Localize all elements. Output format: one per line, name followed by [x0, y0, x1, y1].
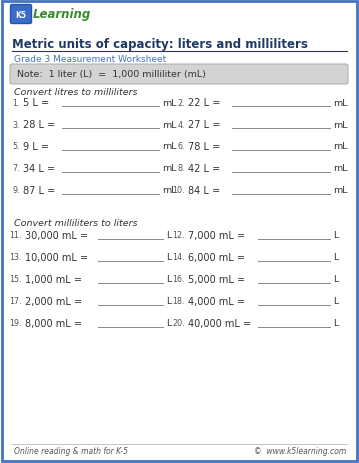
- Text: Metric units of capacity: liters and milliliters: Metric units of capacity: liters and mil…: [12, 38, 308, 51]
- Text: 87 L =: 87 L =: [23, 186, 55, 195]
- Text: L: L: [333, 253, 338, 262]
- Text: 7.: 7.: [12, 164, 20, 173]
- Text: 30,000 mL =: 30,000 mL =: [25, 231, 88, 240]
- Text: 16.: 16.: [173, 275, 185, 284]
- Text: 28 L =: 28 L =: [23, 120, 55, 130]
- Text: 7,000 mL =: 7,000 mL =: [188, 231, 245, 240]
- Text: L: L: [333, 231, 338, 240]
- Text: L: L: [166, 253, 171, 262]
- Text: 17.: 17.: [9, 297, 22, 306]
- Text: 8,000 mL =: 8,000 mL =: [25, 319, 82, 328]
- Text: mL: mL: [162, 186, 177, 195]
- Text: 10,000 mL =: 10,000 mL =: [25, 252, 88, 263]
- Text: 14.: 14.: [173, 253, 185, 262]
- Text: 4.: 4.: [177, 120, 185, 129]
- Text: mL: mL: [162, 142, 177, 151]
- Text: 1.: 1.: [13, 98, 20, 107]
- Text: Convert milliliters to liters: Convert milliliters to liters: [14, 219, 137, 227]
- Text: 1,000 mL =: 1,000 mL =: [25, 275, 82, 284]
- Text: 78 L =: 78 L =: [188, 142, 220, 152]
- Text: L: L: [166, 275, 171, 284]
- Text: 19.: 19.: [9, 319, 22, 328]
- Text: 20.: 20.: [172, 319, 185, 328]
- Text: mL: mL: [333, 142, 348, 151]
- Text: Grade 3 Measurement Worksheet: Grade 3 Measurement Worksheet: [14, 55, 166, 64]
- Text: Note:  1 liter (L)  =  1,000 milliliter (mL): Note: 1 liter (L) = 1,000 milliliter (mL…: [17, 70, 206, 79]
- Text: 27 L =: 27 L =: [188, 120, 220, 130]
- Text: L: L: [166, 297, 171, 306]
- Text: 2.: 2.: [177, 98, 185, 107]
- Text: 10.: 10.: [173, 186, 185, 195]
- Text: 3.: 3.: [13, 120, 20, 129]
- Text: 13.: 13.: [9, 253, 22, 262]
- Text: 84 L =: 84 L =: [188, 186, 220, 195]
- Text: 9.: 9.: [12, 186, 20, 195]
- Text: 18.: 18.: [173, 297, 185, 306]
- Text: 5 L =: 5 L =: [23, 98, 49, 108]
- Text: mL: mL: [333, 164, 348, 173]
- Text: mL: mL: [162, 164, 177, 173]
- Text: L: L: [333, 275, 338, 284]
- Text: 22 L =: 22 L =: [188, 98, 220, 108]
- Text: L: L: [333, 297, 338, 306]
- Text: L: L: [166, 319, 171, 328]
- Text: 5.: 5.: [12, 142, 20, 151]
- Text: 4,000 mL =: 4,000 mL =: [188, 296, 245, 307]
- Text: 6.: 6.: [177, 142, 185, 151]
- Text: 42 L =: 42 L =: [188, 163, 220, 174]
- Text: 6,000 mL =: 6,000 mL =: [188, 252, 245, 263]
- Text: Online reading & math for K-5: Online reading & math for K-5: [14, 446, 128, 456]
- FancyBboxPatch shape: [10, 6, 32, 25]
- Text: 2,000 mL =: 2,000 mL =: [25, 296, 82, 307]
- Text: mL: mL: [162, 120, 177, 129]
- Text: mL: mL: [333, 186, 348, 195]
- Text: 40,000 mL =: 40,000 mL =: [188, 319, 251, 328]
- Text: L: L: [333, 319, 338, 328]
- Text: 11.: 11.: [9, 231, 22, 240]
- Text: 34 L =: 34 L =: [23, 163, 55, 174]
- Text: mL: mL: [333, 98, 348, 107]
- Text: 8.: 8.: [177, 164, 185, 173]
- Text: 15.: 15.: [9, 275, 22, 284]
- Text: mL: mL: [333, 120, 348, 129]
- Text: ©  www.k5learning.com: © www.k5learning.com: [254, 446, 346, 456]
- Text: 12.: 12.: [172, 231, 185, 240]
- Text: 9 L =: 9 L =: [23, 142, 49, 152]
- Text: Convert litres to milliliters: Convert litres to milliliters: [14, 88, 137, 97]
- Text: K5: K5: [15, 11, 27, 19]
- Text: L: L: [166, 231, 171, 240]
- Text: Learning: Learning: [33, 8, 91, 21]
- Text: mL: mL: [162, 98, 177, 107]
- Text: 5,000 mL =: 5,000 mL =: [188, 275, 245, 284]
- FancyBboxPatch shape: [10, 65, 348, 85]
